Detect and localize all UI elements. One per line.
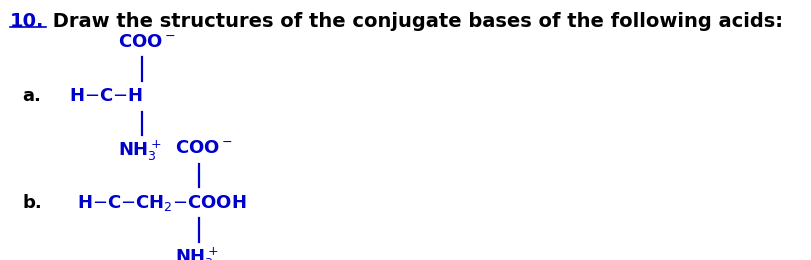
Text: COO$^-$: COO$^-$ [174, 139, 232, 157]
Text: Draw the structures of the conjugate bases of the following acids:: Draw the structures of the conjugate bas… [46, 12, 783, 31]
Text: NH$_3^+$: NH$_3^+$ [118, 139, 161, 163]
Text: H$-$C$-$H: H$-$C$-$H [69, 87, 143, 105]
Text: COO$^-$: COO$^-$ [118, 32, 175, 51]
Text: a.: a. [23, 87, 41, 105]
Text: b.: b. [23, 194, 42, 212]
Text: 10.: 10. [10, 12, 44, 31]
Text: H$-$C$-$CH$_2$$-$COOH: H$-$C$-$CH$_2$$-$COOH [77, 193, 247, 213]
Text: NH$_3^+$: NH$_3^+$ [174, 245, 218, 260]
